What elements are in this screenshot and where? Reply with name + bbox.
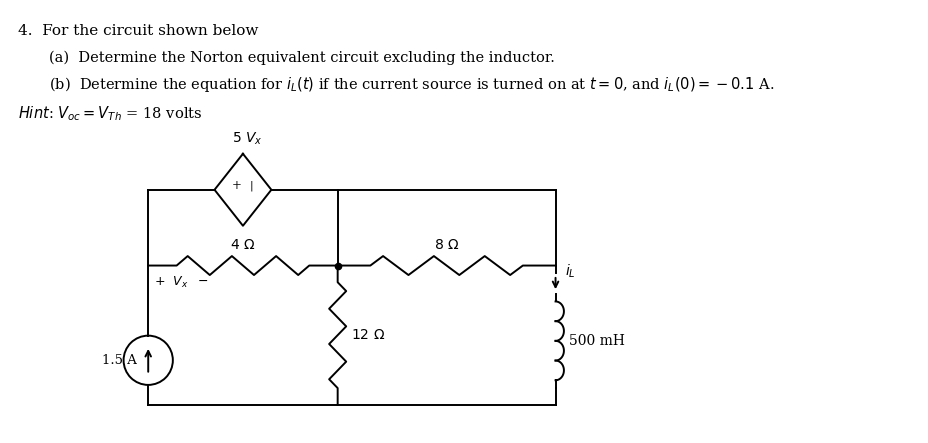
Text: $|$: $|$ (249, 179, 253, 193)
Text: $8\ \Omega$: $8\ \Omega$ (433, 238, 458, 252)
Text: $+\ \ V_x\ \ -$: $+\ \ V_x\ \ -$ (154, 275, 208, 290)
Text: 4.  For the circuit shown below: 4. For the circuit shown below (19, 24, 259, 38)
Text: $5\ V_x$: $5\ V_x$ (232, 131, 263, 147)
Text: (b)  Determine the equation for $i_L(t)$ if the current source is turned on at $: (b) Determine the equation for $i_L(t)$ … (48, 75, 773, 94)
Text: $4\ \Omega$: $4\ \Omega$ (230, 238, 255, 252)
Text: (a)  Determine the Norton equivalent circuit excluding the inductor.: (a) Determine the Norton equivalent circ… (48, 51, 554, 65)
Text: $12\ \Omega$: $12\ \Omega$ (351, 328, 385, 342)
Text: 1.5 A: 1.5 A (102, 354, 136, 367)
Text: 500 mH: 500 mH (568, 334, 624, 348)
Text: $i_L$: $i_L$ (564, 263, 575, 280)
Text: +: + (231, 179, 241, 192)
Text: $\it{Hint}$: $V_{oc} = V_{Th}$ = 18 volts: $\it{Hint}$: $V_{oc} = V_{Th}$ = 18 volt… (19, 105, 202, 123)
